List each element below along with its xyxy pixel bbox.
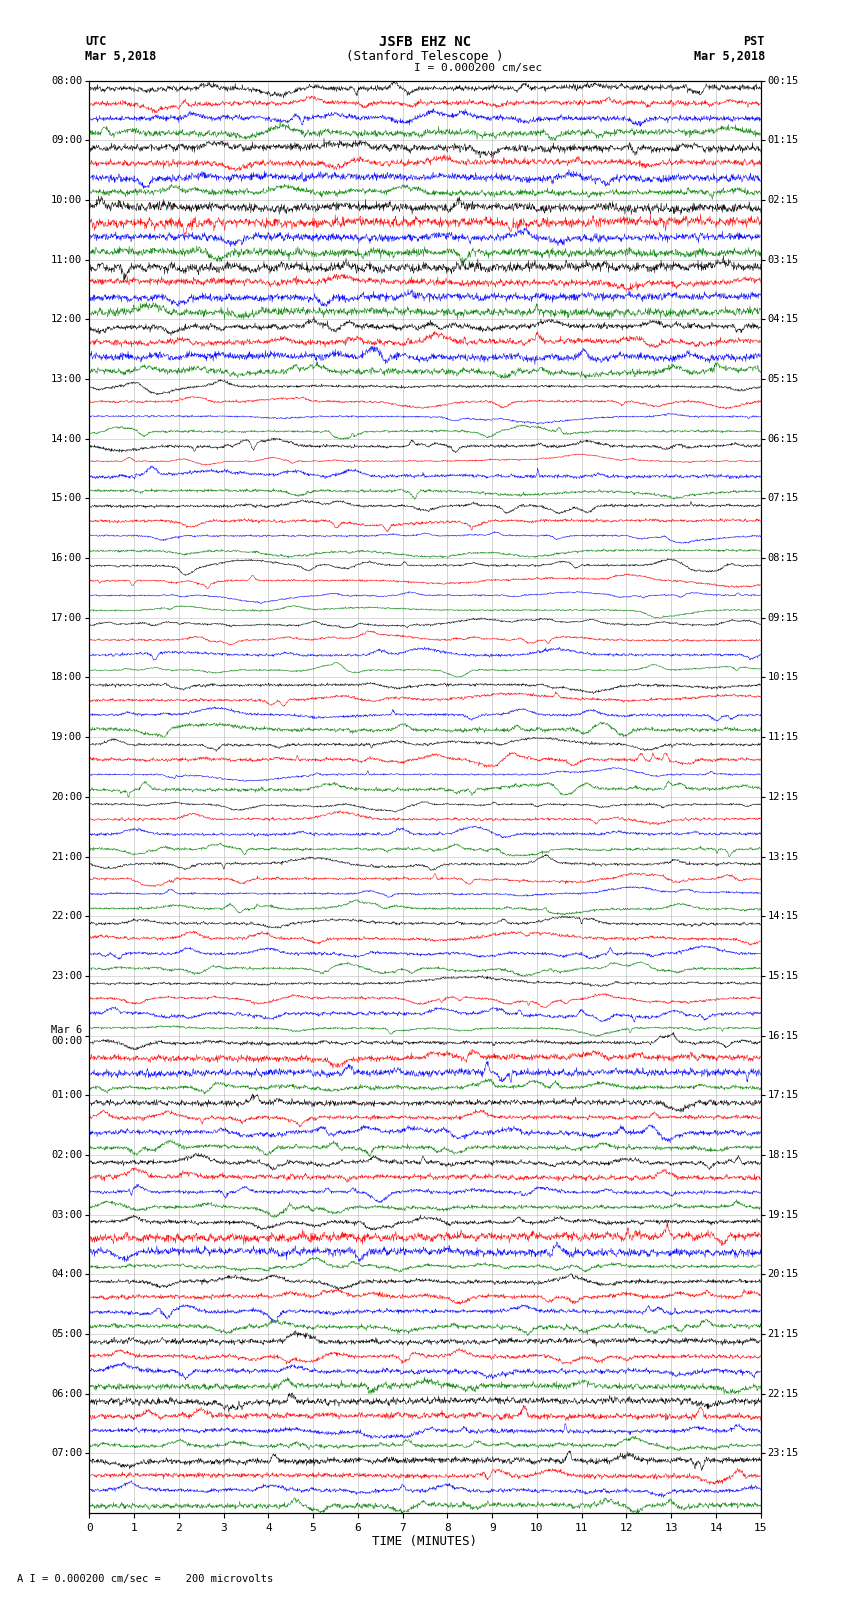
Text: JSFB EHZ NC: JSFB EHZ NC	[379, 35, 471, 50]
X-axis label: TIME (MINUTES): TIME (MINUTES)	[372, 1536, 478, 1548]
Text: I = 0.000200 cm/sec: I = 0.000200 cm/sec	[414, 63, 542, 73]
Text: PST: PST	[744, 35, 765, 48]
Text: UTC: UTC	[85, 35, 106, 48]
Text: (Stanford Telescope ): (Stanford Telescope )	[346, 50, 504, 63]
Text: A I = 0.000200 cm/sec =    200 microvolts: A I = 0.000200 cm/sec = 200 microvolts	[17, 1574, 273, 1584]
Text: Mar 5,2018: Mar 5,2018	[85, 50, 156, 63]
Text: Mar 5,2018: Mar 5,2018	[694, 50, 765, 63]
